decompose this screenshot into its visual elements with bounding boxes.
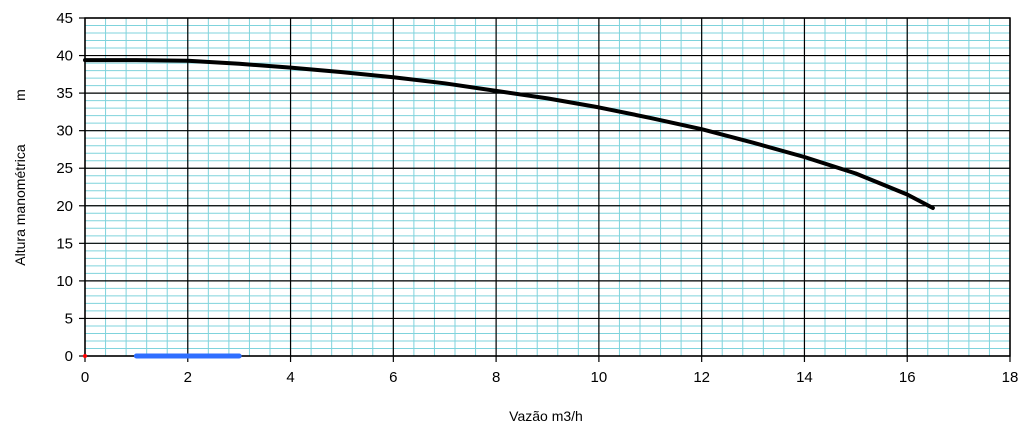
y-tick-label: 30 xyxy=(56,123,73,140)
y-axis-label: Altura manométrica xyxy=(12,144,28,266)
x-tick-label: 4 xyxy=(286,369,294,386)
x-axis-label: Vazão m3/h xyxy=(509,408,583,424)
plot-border xyxy=(84,17,1011,357)
origin-marker xyxy=(83,354,87,358)
plot-background xyxy=(85,18,1010,356)
x-tick-label: 10 xyxy=(591,369,608,386)
major-grid xyxy=(84,17,1011,357)
y-tick-label: 35 xyxy=(56,85,73,102)
x-tick-label: 18 xyxy=(1002,369,1019,386)
y-tick-label: 10 xyxy=(56,273,73,290)
x-tick-label: 14 xyxy=(796,369,813,386)
y-tick-label: 0 xyxy=(65,348,73,365)
y-tick-label: 40 xyxy=(56,48,73,65)
x-tick-label: 6 xyxy=(389,369,397,386)
x-tick-label: 2 xyxy=(184,369,192,386)
x-tick-label: 12 xyxy=(693,369,710,386)
y-tick-label: 20 xyxy=(56,198,73,215)
x-tick-label: 0 xyxy=(81,369,89,386)
y-axis-unit: m xyxy=(12,89,28,101)
y-tick-label: 15 xyxy=(56,235,73,252)
y-tick-label: 45 xyxy=(56,10,73,27)
x-tick-label: 8 xyxy=(492,369,500,386)
annotation-layer xyxy=(83,353,242,359)
series-layer xyxy=(83,58,935,210)
y-axis-ticks: 0 5 10 15 20 25 30 35 40 45 xyxy=(56,10,85,365)
plot-area xyxy=(85,18,1010,356)
y-tick-label: 25 xyxy=(56,160,73,177)
x-axis-ticks: 0 2 4 6 8 10 12 14 16 18 xyxy=(81,356,1019,386)
x-tick-label: 16 xyxy=(899,369,916,386)
pump-curve-line xyxy=(83,58,935,210)
y-tick-label: 5 xyxy=(65,310,73,327)
